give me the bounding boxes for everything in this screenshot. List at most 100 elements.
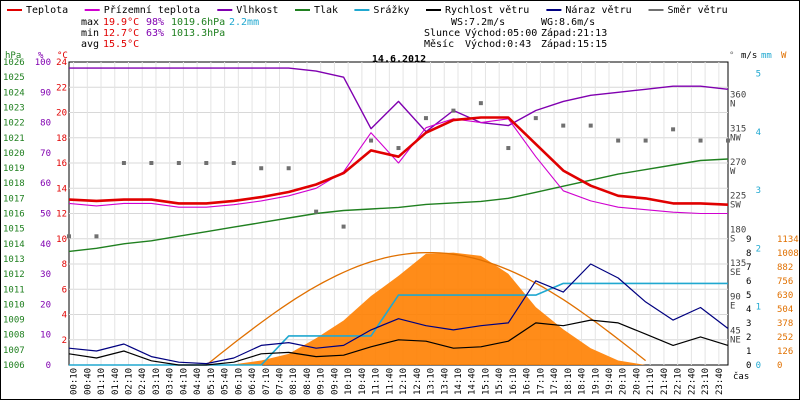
time-tick-label: 16:40 xyxy=(523,368,533,395)
wind-dir-point xyxy=(67,234,71,239)
wind-dir-point xyxy=(506,146,511,151)
time-tick-label: 07:10 xyxy=(262,368,272,395)
dir-tick-label: 135 xyxy=(730,259,746,269)
w-tick-label: 630 xyxy=(777,291,793,301)
wind-tick-label: 7 xyxy=(746,263,751,273)
pct-tick-label: 70 xyxy=(40,149,51,159)
time-tick-label: 10:10 xyxy=(344,368,354,395)
pct-tick-label: 30 xyxy=(40,270,51,280)
temp-tick-label: 12 xyxy=(56,210,67,220)
time-tick-label: 15:40 xyxy=(495,368,505,395)
time-tick-label: 15:10 xyxy=(481,368,491,395)
mm-tick-label: 4 xyxy=(756,128,761,138)
time-tick-label: 10:40 xyxy=(358,368,368,395)
unit-hpa: hPa xyxy=(5,51,21,61)
hpa-tick-label: 1009 xyxy=(3,316,25,326)
legend-swatch xyxy=(354,9,370,11)
x-axis-label: čas xyxy=(733,371,749,382)
wind-dir-point xyxy=(286,166,291,171)
wind-dir-point xyxy=(121,161,126,165)
pct-tick-label: 10 xyxy=(40,331,51,341)
stat-min-hum: 63% xyxy=(146,28,164,39)
wind-tick-label: 0 xyxy=(746,361,751,371)
dir-tick-label: 270 xyxy=(730,158,746,168)
stat-avg-temp: 15.5°C xyxy=(103,39,139,50)
time-tick-label: 02:10 xyxy=(124,368,134,395)
temp-tick-label: 10 xyxy=(56,235,67,245)
stat-min-label: min xyxy=(81,28,99,39)
w-tick-label: 378 xyxy=(777,319,793,329)
temp-tick-label: 20 xyxy=(56,109,67,119)
stat-moon-label: Měsíc xyxy=(424,38,454,50)
w-tick-label: 126 xyxy=(777,347,793,357)
legend-label: Přízemní teplota xyxy=(104,4,200,16)
legend-swatch xyxy=(217,9,233,11)
dir-tick-name: SE xyxy=(730,268,741,278)
w-tick-label: 504 xyxy=(777,305,793,315)
hpa-tick-label: 1017 xyxy=(3,194,25,204)
wind-dir-point xyxy=(341,224,346,229)
temp-tick-label: 14 xyxy=(56,184,67,194)
time-tick-label: 12:40 xyxy=(413,368,423,395)
legend-label: Tlak xyxy=(314,5,338,16)
series-pressure xyxy=(68,158,729,253)
wind-dir-point xyxy=(726,138,730,143)
stat-rain-total: 2.2mm xyxy=(229,17,259,28)
mm-tick-label: 5 xyxy=(756,70,761,80)
wind-dir-point xyxy=(451,108,456,113)
legend-label: Rychlost větru xyxy=(445,4,529,16)
series-wind-gust xyxy=(68,263,729,365)
wind-tick-label: 1 xyxy=(746,347,751,357)
series-humidity xyxy=(69,67,729,133)
time-tick-label: 17:10 xyxy=(536,368,546,395)
dir-tick-label: 180 xyxy=(730,225,746,235)
time-tick-label: 09:40 xyxy=(330,368,340,395)
time-tick-label: 11:40 xyxy=(385,368,395,395)
pct-tick-label: 60 xyxy=(40,179,51,189)
unit-mm: mm xyxy=(761,51,772,61)
time-tick-label: 20:40 xyxy=(632,368,642,395)
time-tick-label: 01:40 xyxy=(111,368,121,395)
hpa-tick-label: 1025 xyxy=(3,73,25,83)
title: 14.6.2012 xyxy=(372,54,426,65)
time-tick-label: 19:10 xyxy=(591,368,601,395)
time-tick-label: 05:10 xyxy=(207,368,217,395)
legend-swatch xyxy=(426,9,441,11)
w-tick-label: 756 xyxy=(777,277,793,287)
pct-tick-label: 80 xyxy=(40,119,51,129)
pct-tick-label: 90 xyxy=(40,88,51,98)
wind-tick-label: 3 xyxy=(746,319,751,329)
hpa-tick-label: 1013 xyxy=(3,255,25,265)
wind-dir-point xyxy=(698,138,703,143)
hpa-tick-label: 1015 xyxy=(3,225,25,235)
wind-tick-label: 9 xyxy=(746,235,751,245)
wind-dir-point xyxy=(94,234,99,239)
radiation-fill xyxy=(69,252,728,365)
hpa-tick-label: 1026 xyxy=(3,58,25,68)
dir-tick-name: NW xyxy=(730,133,741,143)
wind-dir-point xyxy=(533,116,538,121)
wind-dir-point xyxy=(671,127,676,132)
mm-tick-label: 3 xyxy=(756,186,761,196)
pct-tick-label: 40 xyxy=(40,240,51,250)
wind-dir-point xyxy=(369,138,374,143)
hpa-tick-label: 1020 xyxy=(3,149,25,159)
pct-tick-label: 20 xyxy=(40,300,51,310)
time-tick-label: 03:10 xyxy=(152,368,162,395)
stat-max-temp: 19.9°C xyxy=(103,17,139,28)
time-tick-label: 14:40 xyxy=(468,368,478,395)
w-tick-label: 252 xyxy=(777,333,793,343)
unit-headers: hPa % °C ° m/s mm W čas xyxy=(5,51,787,382)
hpa-tick-label: 1018 xyxy=(3,179,25,189)
time-tick-label: 19:40 xyxy=(605,368,615,395)
dir-tick-name: NE xyxy=(730,335,741,345)
wind-tick-label: 2 xyxy=(746,333,751,343)
stat-sunrise: Východ:05:00 xyxy=(465,27,537,39)
time-tick-label: 11:10 xyxy=(372,368,382,395)
time-tick-label: 20:10 xyxy=(619,368,629,395)
temp-tick-label: 22 xyxy=(56,83,67,93)
dir-tick-name: E xyxy=(730,302,735,312)
w-tick-label: 1134 xyxy=(777,235,799,245)
